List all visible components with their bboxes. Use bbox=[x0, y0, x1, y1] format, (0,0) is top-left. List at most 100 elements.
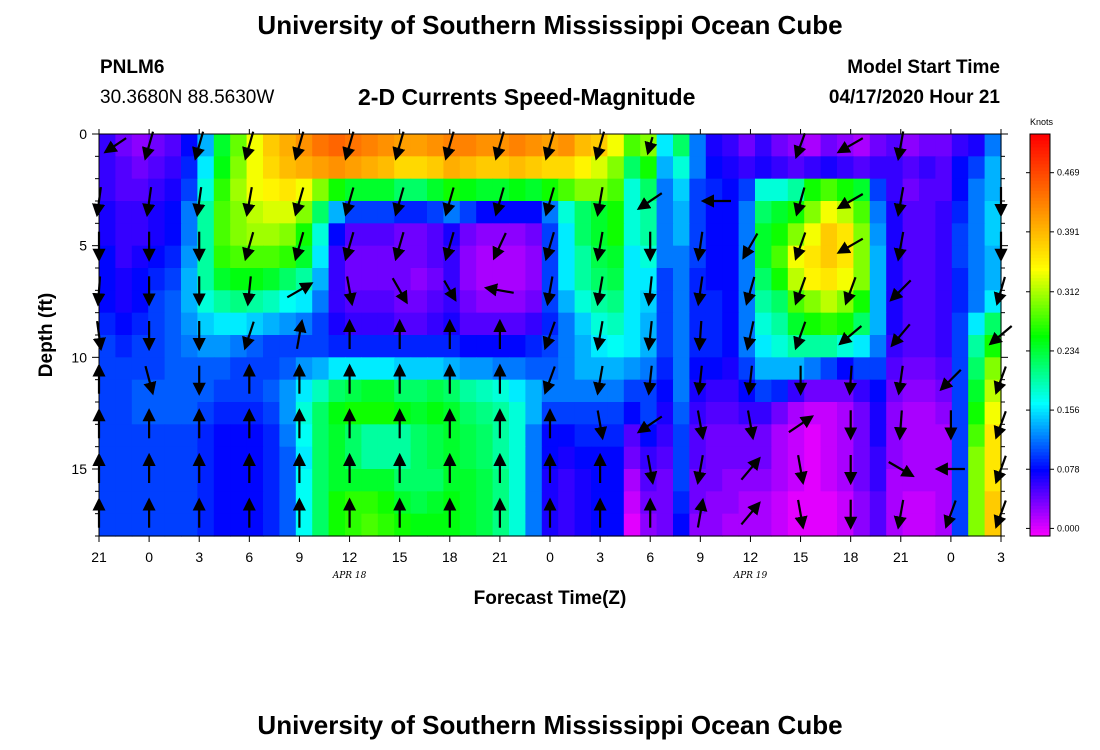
heatmap-cell bbox=[951, 156, 969, 180]
heatmap-cell bbox=[935, 312, 953, 336]
heatmap-cell bbox=[984, 335, 1002, 358]
current-vector bbox=[103, 137, 127, 154]
heatmap-cell bbox=[148, 156, 166, 180]
heatmap-cell bbox=[705, 312, 723, 336]
heatmap-cell bbox=[443, 357, 461, 381]
heatmap-cell bbox=[459, 178, 477, 202]
heatmap-cell bbox=[673, 245, 690, 269]
heatmap-cell bbox=[541, 312, 559, 336]
colorbar-swatch bbox=[1030, 294, 1050, 299]
heatmap-cell bbox=[459, 513, 477, 537]
colorbar-swatch bbox=[1030, 201, 1050, 205]
colorbar-tick-label: 0.234 bbox=[1057, 346, 1080, 356]
heatmap-cell bbox=[607, 379, 625, 403]
heatmap-cell bbox=[361, 290, 379, 314]
heatmap-cell bbox=[968, 424, 986, 448]
heatmap-cell bbox=[820, 201, 838, 224]
heatmap-cell bbox=[607, 513, 625, 537]
current-vector bbox=[636, 192, 663, 211]
heatmap-cell bbox=[279, 513, 297, 537]
heatmap-cell bbox=[394, 469, 412, 492]
heatmap-cell bbox=[115, 156, 133, 180]
current-vector bbox=[740, 501, 761, 526]
colorbar-swatch bbox=[1030, 482, 1050, 487]
heatmap-cell bbox=[164, 312, 182, 336]
heatmap-cell bbox=[541, 379, 559, 403]
heatmap-cell bbox=[804, 290, 822, 314]
current-vector bbox=[893, 499, 907, 530]
heatmap-cell bbox=[509, 201, 526, 224]
heatmap-cell bbox=[771, 245, 789, 269]
heatmap-cell bbox=[919, 379, 936, 403]
current-vector bbox=[542, 276, 556, 307]
current-vector bbox=[442, 231, 456, 262]
heatmap-cell bbox=[181, 446, 198, 470]
heatmap-cell bbox=[345, 513, 362, 537]
colorbar-swatch bbox=[1030, 489, 1050, 494]
heatmap-cell bbox=[902, 312, 920, 336]
heatmap-cell bbox=[427, 446, 444, 470]
heatmap-cell bbox=[935, 268, 953, 291]
heatmap-cell bbox=[230, 245, 248, 269]
heatmap-cell bbox=[804, 469, 822, 492]
current-vector bbox=[643, 365, 657, 396]
current-vector bbox=[192, 186, 206, 218]
heatmap-cell bbox=[689, 491, 707, 515]
heatmap-cell bbox=[459, 134, 477, 157]
colorbar-swatch bbox=[1030, 278, 1050, 282]
heatmap-cell bbox=[574, 513, 592, 537]
heatmap-cell bbox=[230, 491, 248, 515]
heatmap-cell bbox=[558, 134, 576, 157]
heatmap-cell bbox=[902, 335, 920, 358]
heatmap-cell bbox=[623, 424, 641, 448]
heatmap-cell bbox=[361, 424, 379, 448]
heatmap-cell bbox=[607, 491, 625, 515]
heatmap-cell bbox=[804, 335, 822, 358]
heatmap-cell bbox=[295, 335, 313, 358]
heatmap-cell bbox=[984, 134, 1002, 157]
colorbar-swatch bbox=[1030, 485, 1050, 490]
current-vector bbox=[392, 231, 406, 262]
heatmap-cell bbox=[771, 335, 789, 358]
heatmap-cell bbox=[837, 357, 854, 381]
heatmap-cell bbox=[984, 491, 1002, 515]
heatmap-cell bbox=[345, 469, 362, 492]
heatmap-cell bbox=[525, 223, 543, 247]
current-vector bbox=[836, 193, 864, 210]
heatmap-cell bbox=[361, 469, 379, 492]
heatmap-cell bbox=[886, 312, 904, 336]
heatmap-cell bbox=[525, 424, 543, 448]
heatmap-cell bbox=[476, 424, 494, 448]
colorbar-swatch bbox=[1030, 304, 1050, 309]
heatmap-cell bbox=[886, 402, 904, 425]
heatmap-cell bbox=[164, 513, 182, 537]
current-vector bbox=[693, 231, 707, 262]
heatmap-cell bbox=[886, 469, 904, 492]
heatmap-cell bbox=[148, 446, 166, 470]
heatmap-cell bbox=[328, 156, 346, 180]
heatmap-cell bbox=[230, 402, 248, 425]
heatmap-cell bbox=[902, 290, 920, 314]
heatmap-cell bbox=[755, 335, 772, 358]
heatmap-cell bbox=[673, 402, 690, 425]
heatmap-cell bbox=[968, 513, 986, 537]
heatmap-cell bbox=[410, 446, 428, 470]
heatmap-cell bbox=[673, 134, 690, 157]
current-vector bbox=[292, 131, 305, 161]
heatmap-cell bbox=[984, 268, 1002, 291]
heatmap-cell bbox=[853, 268, 871, 291]
heatmap-cell bbox=[492, 268, 510, 291]
colorbar-swatch bbox=[1030, 227, 1050, 232]
heatmap-cell bbox=[377, 156, 395, 180]
colorbar-swatch bbox=[1030, 190, 1050, 195]
heatmap-cell bbox=[509, 178, 526, 202]
heatmap-cell bbox=[820, 156, 838, 180]
heatmap-cell bbox=[328, 335, 346, 358]
heatmap-cell bbox=[99, 156, 116, 180]
heatmap-cell bbox=[705, 513, 723, 537]
heatmap-cell bbox=[213, 424, 231, 448]
current-vector bbox=[593, 365, 607, 396]
current-vector bbox=[893, 231, 907, 262]
current-vector bbox=[593, 321, 607, 351]
heatmap-cell bbox=[492, 491, 510, 515]
